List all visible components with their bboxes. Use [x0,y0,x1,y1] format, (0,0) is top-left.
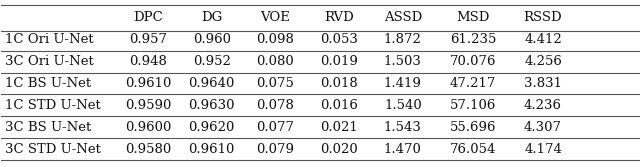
Text: RVD: RVD [324,11,354,24]
Text: 76.054: 76.054 [450,143,496,156]
Text: 0.075: 0.075 [257,77,294,90]
Text: 0.018: 0.018 [320,77,358,90]
Text: 0.952: 0.952 [193,55,230,68]
Text: 3C BS U-Net: 3C BS U-Net [4,121,91,134]
Text: 0.077: 0.077 [257,121,294,134]
Text: 1C STD U-Net: 1C STD U-Net [4,99,100,112]
Text: MSD: MSD [456,11,490,24]
Text: 0.9590: 0.9590 [125,99,171,112]
Text: 3C Ori U-Net: 3C Ori U-Net [4,55,93,68]
Text: 3C STD U-Net: 3C STD U-Net [4,143,100,156]
Text: 4.412: 4.412 [524,33,562,46]
Text: 1.503: 1.503 [384,55,422,68]
Text: 0.948: 0.948 [129,55,167,68]
Text: 61.235: 61.235 [450,33,496,46]
Text: 0.9610: 0.9610 [189,143,235,156]
Text: 0.098: 0.098 [257,33,294,46]
Text: 4.307: 4.307 [524,121,562,134]
Text: 0.9620: 0.9620 [189,121,235,134]
Text: 1.543: 1.543 [384,121,422,134]
Text: 70.076: 70.076 [450,55,496,68]
Text: 4.256: 4.256 [524,55,562,68]
Text: 4.236: 4.236 [524,99,562,112]
Text: 0.020: 0.020 [320,143,358,156]
Text: RSSD: RSSD [524,11,563,24]
Text: ASSD: ASSD [384,11,422,24]
Text: 0.960: 0.960 [193,33,230,46]
Text: 0.019: 0.019 [320,55,358,68]
Text: 1C Ori U-Net: 1C Ori U-Net [4,33,93,46]
Text: 0.9640: 0.9640 [189,77,235,90]
Text: 1.540: 1.540 [384,99,422,112]
Text: DG: DG [201,11,222,24]
Text: 1.470: 1.470 [384,143,422,156]
Text: 0.079: 0.079 [257,143,294,156]
Text: 0.9580: 0.9580 [125,143,171,156]
Text: 0.021: 0.021 [320,121,358,134]
Text: 0.053: 0.053 [320,33,358,46]
Text: 0.016: 0.016 [320,99,358,112]
Text: 1.419: 1.419 [384,77,422,90]
Text: 1C BS U-Net: 1C BS U-Net [4,77,91,90]
Text: 0.957: 0.957 [129,33,167,46]
Text: 3.831: 3.831 [524,77,562,90]
Text: 0.9630: 0.9630 [188,99,235,112]
Text: 0.078: 0.078 [257,99,294,112]
Text: DPC: DPC [133,11,163,24]
Text: 55.696: 55.696 [450,121,496,134]
Text: 0.9610: 0.9610 [125,77,171,90]
Text: VOE: VOE [260,11,291,24]
Text: 47.217: 47.217 [450,77,496,90]
Text: 0.9600: 0.9600 [125,121,171,134]
Text: 1.872: 1.872 [384,33,422,46]
Text: 0.080: 0.080 [257,55,294,68]
Text: 57.106: 57.106 [450,99,496,112]
Text: 4.174: 4.174 [524,143,562,156]
